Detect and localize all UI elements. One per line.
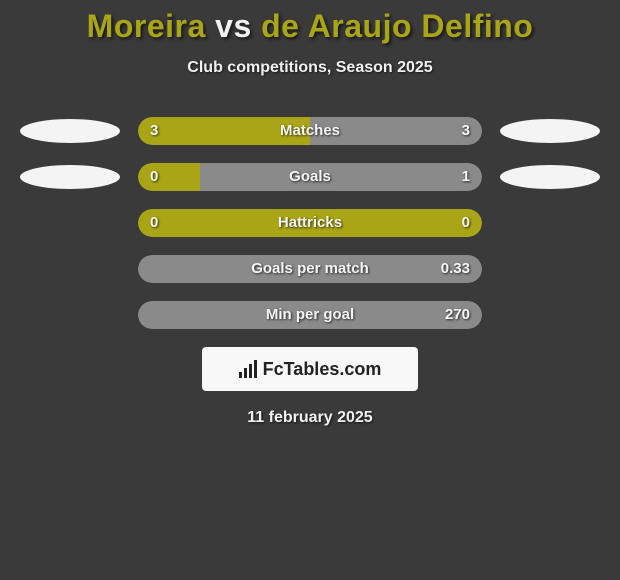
- stat-bar: Min per goal270: [138, 301, 482, 329]
- stat-bar: Goals per match0.33: [138, 255, 482, 283]
- title-left: Moreira: [87, 8, 206, 44]
- stat-row: 3Matches3: [0, 117, 620, 145]
- brand-text: FcTables.com: [263, 359, 382, 380]
- brand-badge: FcTables.com: [202, 347, 418, 391]
- stat-label: Hattricks: [138, 209, 482, 237]
- stat-row: 0Goals1: [0, 163, 620, 191]
- stat-row: Min per goal270: [0, 301, 620, 329]
- stat-rows: 3Matches30Goals10Hattricks0Goals per mat…: [0, 117, 620, 329]
- stat-label: Goals per match: [138, 255, 482, 283]
- subtitle: Club competitions, Season 2025: [0, 59, 620, 77]
- stat-right-value: 270: [445, 301, 470, 329]
- flag-right: [500, 119, 600, 143]
- stat-row: Goals per match0.33: [0, 255, 620, 283]
- stat-bar: 0Goals1: [138, 163, 482, 191]
- title-vs: vs: [215, 8, 252, 44]
- stat-row: 0Hattricks0: [0, 209, 620, 237]
- stat-label: Matches: [138, 117, 482, 145]
- flag-left: [20, 165, 120, 189]
- infographic-container: Moreira vs de Araujo Delfino Club compet…: [0, 0, 620, 427]
- stat-right-value: 0.33: [441, 255, 470, 283]
- stat-label: Goals: [138, 163, 482, 191]
- stat-right-value: 0: [462, 209, 470, 237]
- stat-right-value: 1: [462, 163, 470, 191]
- stat-bar: 0Hattricks0: [138, 209, 482, 237]
- flag-left: [20, 119, 120, 143]
- stat-bar: 3Matches3: [138, 117, 482, 145]
- bar-chart-icon: [239, 360, 257, 378]
- stat-right-value: 3: [462, 117, 470, 145]
- stat-label: Min per goal: [138, 301, 482, 329]
- title-right: de Araujo Delfino: [261, 8, 533, 44]
- date-label: 11 february 2025: [0, 409, 620, 427]
- page-title: Moreira vs de Araujo Delfino: [0, 8, 620, 45]
- flag-right: [500, 165, 600, 189]
